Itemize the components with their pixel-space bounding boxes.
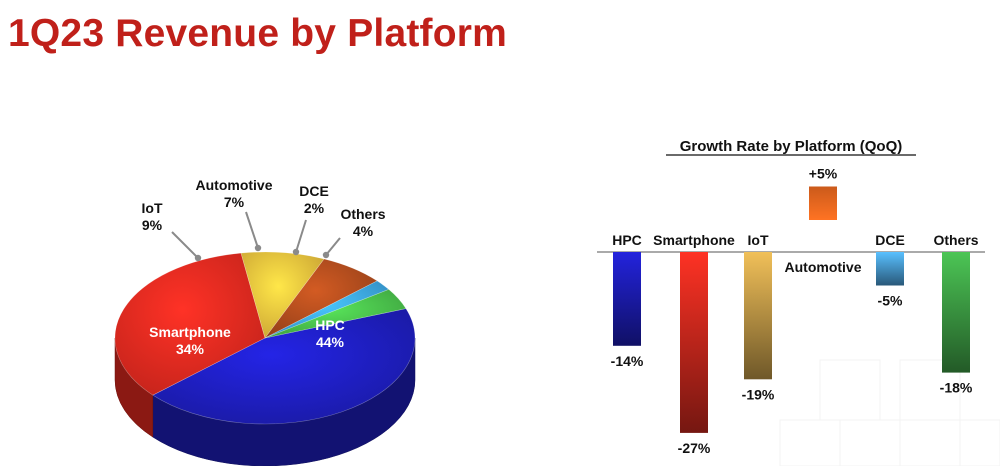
bar-value-label-dce: -5% xyxy=(878,293,903,309)
callout-line-dce xyxy=(295,219,307,253)
pie-value-label-smartphone: 34% xyxy=(176,341,205,357)
pie-slice-automotive xyxy=(264,258,378,339)
callout-dot-dce xyxy=(292,248,300,256)
bar-value-label-smartphone: -27% xyxy=(678,440,711,456)
bar-value-label-hpc: -14% xyxy=(611,353,644,369)
page-title: 1Q23 Revenue by Platform xyxy=(8,12,507,55)
bar-chart-title: Growth Rate by Platform (QoQ) xyxy=(680,138,903,155)
callout-line-iot xyxy=(171,231,199,259)
pie-slice-iot xyxy=(240,251,325,339)
pie-value-label-automotive: 7% xyxy=(224,194,245,210)
pie-slice-smartphone xyxy=(114,252,266,396)
pie-value-label-hpc: 44% xyxy=(316,334,345,350)
pie-label-hpc: HPC xyxy=(315,317,345,333)
pie-value-label-dce: 2% xyxy=(304,200,325,216)
bar-category-label-iot: IoT xyxy=(748,232,769,248)
pie-label-automotive: Automotive xyxy=(196,177,273,193)
pie-label-others: Others xyxy=(340,206,385,222)
bar-value-label-iot: -19% xyxy=(742,386,775,402)
callout-dot-iot xyxy=(194,254,202,262)
pie-slice-hpc xyxy=(152,308,416,425)
bar-others xyxy=(942,252,970,373)
pie-slice-dce xyxy=(264,280,390,339)
pie-value-label-others: 4% xyxy=(353,223,374,239)
bar-smartphone xyxy=(680,252,708,433)
bar-category-label-smartphone: Smartphone xyxy=(653,232,735,248)
bar-automotive xyxy=(809,186,837,220)
bar-category-label-automotive: Automotive xyxy=(785,259,862,275)
pie-label-smartphone: Smartphone xyxy=(149,324,231,340)
pie-label-dce: DCE xyxy=(299,183,329,199)
pie-value-label-iot: 9% xyxy=(142,217,163,233)
bar-category-label-dce: DCE xyxy=(875,232,905,248)
bar-hpc xyxy=(613,252,641,346)
callout-line-others xyxy=(325,237,341,256)
bar-category-label-others: Others xyxy=(933,232,978,248)
callout-line-automotive xyxy=(245,211,259,249)
bar-iot xyxy=(744,252,772,380)
bar-category-label-hpc: HPC xyxy=(612,232,642,248)
bar-dce xyxy=(876,252,904,286)
bar-value-label-automotive: +5% xyxy=(809,166,838,182)
pie-label-iot: IoT xyxy=(142,200,163,216)
callout-dot-automotive xyxy=(254,244,262,252)
bar-value-label-others: -18% xyxy=(940,380,973,396)
callout-dot-others xyxy=(322,251,330,259)
pie-slice-others xyxy=(264,289,407,339)
